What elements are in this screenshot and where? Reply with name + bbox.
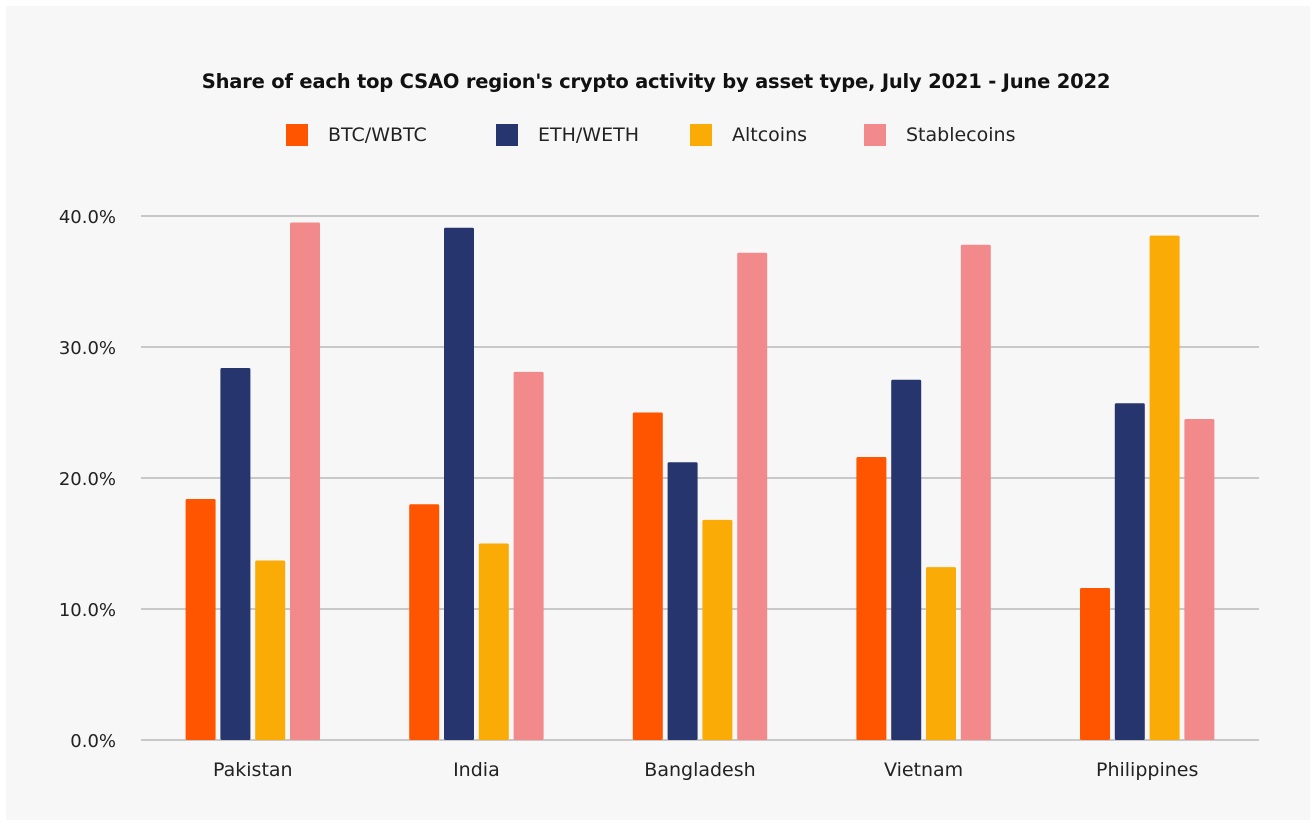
y-tick-label: 20.0%: [59, 469, 116, 490]
legend-swatch-altcoins: [690, 124, 712, 146]
y-tick-label: 0.0%: [70, 731, 116, 752]
bar-india-stablecoins: [513, 371, 544, 740]
legend-label-btc: BTC/WBTC: [328, 124, 427, 146]
y-axis-ticks: 0.0% 10.0% 20.0% 30.0% 40.0%: [59, 207, 116, 752]
bar-vietnam-stablecoins: [960, 244, 991, 741]
y-tick-label: 30.0%: [59, 338, 116, 359]
bar-bangladesh-eth-weth: [667, 462, 698, 740]
bar-pakistan-stablecoins: [290, 222, 320, 740]
bars: [185, 222, 1215, 741]
legend-item-altcoins: Altcoins: [690, 122, 807, 148]
bar-bangladesh-stablecoins: [737, 252, 768, 740]
legend-item-btc: BTC/WBTC: [286, 122, 427, 148]
legend-swatch-stablecoins: [864, 124, 886, 146]
legend-swatch-eth: [496, 124, 518, 146]
legend-label-stablecoins: Stablecoins: [906, 124, 1016, 146]
bar-vietnam-eth-weth: [891, 379, 922, 741]
bar-pakistan-altcoins: [255, 560, 286, 740]
legend-swatch-btc: [286, 124, 308, 146]
x-tick-label: Philippines: [1096, 759, 1198, 781]
legend-label-eth: ETH/WETH: [538, 124, 639, 146]
bar-philippines-eth-weth: [1114, 403, 1145, 740]
bar-philippines-altcoins: [1149, 235, 1180, 740]
bar-pakistan-eth-weth: [220, 368, 251, 740]
gridlines: [141, 215, 1259, 741]
y-tick-label: 40.0%: [59, 207, 116, 228]
bar-india-eth-weth: [444, 227, 474, 741]
x-tick-label: Bangladesh: [644, 759, 755, 781]
x-tick-label: India: [453, 759, 500, 781]
chart-title: Share of each top CSAO region's crypto a…: [201, 70, 1111, 93]
bar-india-altcoins: [478, 543, 509, 740]
bar-bangladesh-altcoins: [702, 519, 733, 740]
bar-vietnam-altcoins: [926, 567, 956, 740]
legend-item-stablecoins: Stablecoins: [864, 122, 1015, 148]
bar-india-btc-wbtc: [409, 504, 440, 740]
bar-philippines-btc-wbtc: [1080, 588, 1110, 740]
legend-item-eth: ETH/WETH: [496, 122, 639, 148]
bar-philippines-stablecoins: [1184, 419, 1215, 740]
x-tick-label: Pakistan: [213, 759, 293, 781]
bar-pakistan-btc-wbtc: [185, 499, 216, 740]
y-tick-label: 10.0%: [59, 600, 116, 621]
bar-vietnam-btc-wbtc: [856, 457, 887, 740]
legend-label-altcoins: Altcoins: [732, 124, 808, 146]
bar-bangladesh-btc-wbtc: [632, 412, 663, 740]
x-tick-label: Vietnam: [884, 759, 963, 781]
x-axis-labels: Pakistan India Bangladesh Vietnam Philippine…: [213, 759, 1198, 781]
